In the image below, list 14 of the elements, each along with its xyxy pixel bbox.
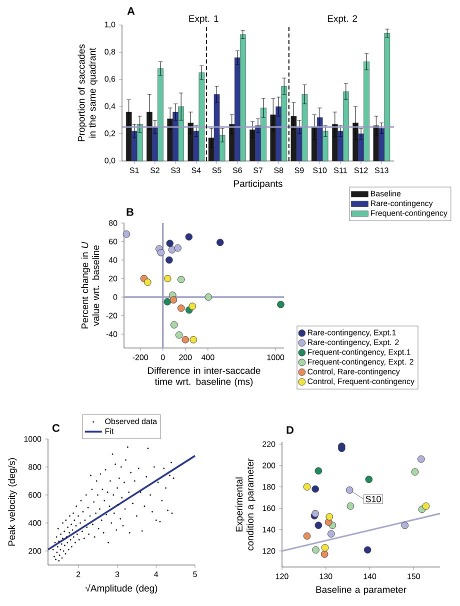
y-axis-title: Peak velocity (deg/s) — [8, 458, 17, 546]
text: Expt. 2 — [328, 15, 358, 24]
x-axis-title: Baseline a parameter — [316, 586, 406, 595]
x-axis-title: √Amplitude (deg) — [85, 584, 158, 594]
x-axis-title: Difference in inter-saccade time wrt. baseline (ms) — [148, 367, 260, 387]
x-axis-title: Participants — [234, 180, 282, 189]
annotation: S10 — [366, 496, 381, 502]
text: Expt. 1 — [189, 15, 218, 24]
y-axis-title: Proportion of saccades in the same quadrant — [78, 44, 98, 142]
chart-title: A — [127, 7, 135, 15]
chart-title: D — [286, 426, 294, 434]
chart-title: C — [52, 424, 60, 432]
y-axis-title: Experimental condition a parameter — [236, 458, 256, 550]
chart-title: B — [126, 208, 134, 216]
